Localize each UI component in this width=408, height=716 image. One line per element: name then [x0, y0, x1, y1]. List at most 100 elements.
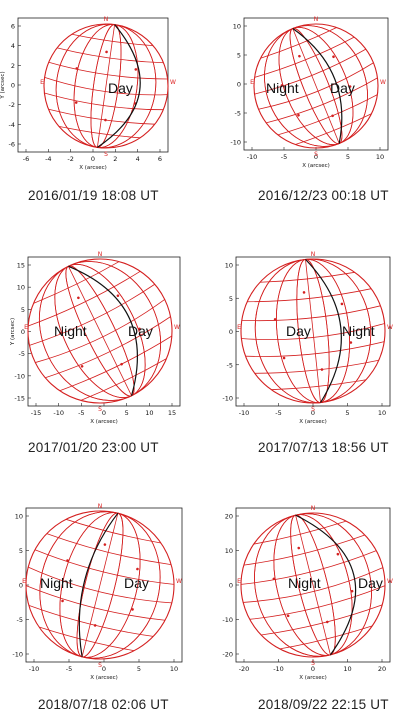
y-tick-label: -5: [17, 616, 23, 624]
compass-east-label: E: [250, 79, 254, 86]
x-tick-label: -5: [78, 409, 84, 417]
x-tick-label: 5: [125, 409, 129, 417]
compass-east-label: E: [24, 324, 28, 331]
x-tick-label: 5: [346, 153, 350, 161]
y-tick-label: -4: [9, 121, 15, 129]
x-tick-label: 10: [378, 409, 386, 417]
compass-east-label: E: [237, 324, 241, 331]
y-tick-label: 20: [225, 513, 233, 521]
x-tick-label: 0: [102, 409, 106, 417]
panel-caption: 2017/01/20 23:00 UT: [28, 440, 159, 455]
terminator-line: [295, 514, 357, 656]
terminator-line: [68, 265, 139, 396]
day-label: Day: [286, 323, 311, 339]
x-axis-label: X (arcsec): [90, 675, 118, 681]
x-axis-label: X (arcsec): [79, 165, 107, 171]
compass-south-label: S: [104, 151, 108, 158]
panel-caption: 2016/12/23 00:18 UT: [258, 188, 389, 203]
x-tick-label: -6: [23, 155, 29, 163]
y-tick-label: 5: [19, 547, 23, 555]
x-tick-label: -10: [273, 665, 284, 673]
compass-west-label: W: [380, 79, 386, 86]
x-tick-label: 0: [311, 665, 315, 673]
x-tick-label: -15: [31, 409, 42, 417]
y-tick-label: 10: [225, 547, 233, 555]
night-label: Night: [342, 323, 375, 339]
day-label: Day: [108, 80, 133, 96]
x-tick-label: 10: [170, 665, 178, 673]
y-tick-label: 0: [19, 582, 23, 590]
y-tick-label: 2: [11, 62, 15, 70]
day-label: Day: [330, 80, 355, 96]
night-label: Night: [54, 323, 87, 339]
day-label: Day: [124, 575, 149, 591]
night-label: Night: [266, 80, 299, 96]
y-tick-label: 10: [233, 23, 241, 31]
y-tick-label: 6: [11, 23, 15, 31]
compass-east-label: E: [40, 79, 44, 86]
x-tick-label: -5: [66, 665, 72, 673]
y-tick-label: 5: [21, 306, 25, 314]
x-tick-label: -2: [67, 155, 73, 163]
compass-south-label: S: [311, 406, 315, 413]
x-tick-label: 10: [376, 153, 384, 161]
day-label: Day: [358, 575, 383, 591]
x-tick-label: 5: [345, 409, 349, 417]
x-tick-label: 20: [378, 665, 386, 673]
x-axis-label: X (arcsec): [299, 419, 327, 425]
x-tick-label: -5: [281, 153, 287, 161]
x-tick-label: -20: [239, 665, 250, 673]
panel-caption: 2017/07/13 18:56 UT: [258, 440, 389, 455]
x-tick-label: 0: [102, 665, 106, 673]
y-tick-label: -10: [14, 372, 25, 380]
y-tick-label: -10: [230, 139, 241, 147]
y-tick-label: -5: [19, 350, 25, 358]
compass-north-label: N: [314, 16, 319, 23]
panel-caption: 2018/07/18 02:06 UT: [38, 697, 169, 712]
compass-west-label: W: [387, 324, 393, 331]
y-tick-label: -2: [9, 101, 15, 109]
panel-caption: 2018/09/22 22:15 UT: [258, 697, 389, 712]
globe-grid: [240, 258, 386, 404]
y-tick-label: 10: [17, 284, 25, 292]
compass-west-label: W: [176, 578, 182, 585]
x-tick-label: -10: [53, 409, 64, 417]
x-tick-label: 0: [91, 155, 95, 163]
compass-west-label: W: [174, 324, 180, 331]
y-tick-label: 10: [15, 513, 23, 521]
compass-south-label: S: [98, 406, 102, 413]
y-tick-label: 0: [229, 582, 233, 590]
x-tick-label: -4: [45, 155, 51, 163]
y-tick-label: -15: [14, 395, 25, 403]
x-tick-label: 0: [311, 409, 315, 417]
x-tick-label: 10: [343, 665, 351, 673]
x-tick-label: -10: [247, 153, 258, 161]
terminator-line: [78, 512, 119, 657]
compass-south-label: S: [98, 662, 102, 669]
globe-grid: [27, 258, 173, 404]
globe-grid: [43, 23, 169, 149]
compass-east-label: E: [22, 578, 26, 585]
y-tick-label: -5: [227, 361, 233, 369]
x-tick-label: 15: [168, 409, 176, 417]
y-tick-label: 5: [229, 295, 233, 303]
x-tick-label: -5: [275, 409, 281, 417]
y-tick-label: 0: [229, 328, 233, 336]
globe-grid: [253, 23, 379, 149]
terminator-line: [97, 24, 141, 148]
panel-caption: 2016/01/19 18:08 UT: [28, 188, 159, 203]
terminator-line: [305, 258, 342, 403]
y-tick-label: 0: [237, 81, 241, 89]
y-axis-label: Y (arcsec): [10, 318, 16, 346]
y-axis-label: Y (arcsec): [0, 71, 6, 99]
y-tick-label: -10: [12, 651, 23, 659]
night-label: Night: [40, 575, 73, 591]
